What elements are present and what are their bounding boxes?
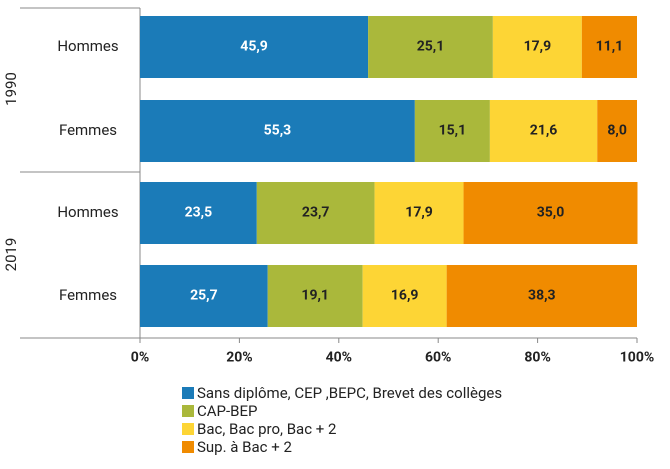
legend-label: CAP-BEP bbox=[197, 402, 258, 420]
data-label: 17,9 bbox=[405, 205, 433, 221]
x-tick-label: 60% bbox=[425, 350, 451, 366]
y-tick-label: Hommes bbox=[57, 37, 118, 55]
bar-segment bbox=[140, 265, 268, 327]
x-tick-label: 80% bbox=[524, 350, 550, 366]
data-label: 25,1 bbox=[417, 39, 445, 55]
bar-segment bbox=[140, 16, 369, 78]
bar-segment bbox=[446, 265, 637, 327]
data-label: 21,6 bbox=[530, 123, 558, 139]
x-tick-label: 40% bbox=[326, 350, 352, 366]
y-tick-label: Femmes bbox=[59, 286, 117, 304]
data-label: 17,9 bbox=[524, 39, 552, 55]
bar-segment bbox=[463, 182, 638, 244]
data-label: 15,1 bbox=[439, 123, 467, 139]
bar-segment bbox=[140, 182, 257, 244]
data-label: 38,3 bbox=[528, 288, 556, 304]
legend-label: Bac, Bac pro, Bac + 2 bbox=[197, 420, 336, 438]
data-label: 19,1 bbox=[301, 288, 329, 304]
bar-segment bbox=[492, 16, 582, 78]
x-tick-label: 20% bbox=[226, 350, 252, 366]
bar-segment bbox=[581, 16, 637, 78]
data-label: 16,9 bbox=[391, 288, 419, 304]
data-label: 45,9 bbox=[240, 39, 268, 55]
data-label: 35,0 bbox=[537, 205, 565, 221]
bar-segment bbox=[489, 100, 598, 162]
bar-segment bbox=[267, 265, 363, 327]
legend-swatch bbox=[182, 405, 194, 417]
legend-label: Sans diplôme, CEP ,BEPC, Brevet des coll… bbox=[197, 384, 502, 402]
legend-label: Sup. à Bac + 2 bbox=[197, 438, 292, 456]
bar-segment bbox=[140, 100, 415, 162]
bar-segment bbox=[362, 265, 447, 327]
y-tick-label: Hommes bbox=[57, 203, 118, 221]
y-tick-label: Femmes bbox=[59, 121, 117, 139]
legend-swatch bbox=[182, 441, 194, 453]
legend-swatch bbox=[182, 387, 194, 399]
bar-segment bbox=[368, 16, 493, 78]
data-label: 23,5 bbox=[185, 205, 213, 221]
data-label: 23,7 bbox=[302, 205, 330, 221]
legend-swatch bbox=[182, 423, 194, 435]
bar-segment bbox=[256, 182, 375, 244]
group-label: 1990 bbox=[2, 72, 20, 106]
x-tick-label: 0% bbox=[131, 350, 149, 366]
data-label: 55,3 bbox=[264, 123, 292, 139]
group-label: 2019 bbox=[2, 238, 20, 272]
data-label: 8,0 bbox=[607, 123, 627, 139]
data-label: 25,7 bbox=[190, 288, 218, 304]
x-tick-label: 100% bbox=[620, 350, 654, 366]
bar-segment bbox=[597, 100, 637, 162]
data-label: 11,1 bbox=[596, 39, 624, 55]
bar-segment bbox=[374, 182, 464, 244]
bar-segment bbox=[414, 100, 490, 162]
